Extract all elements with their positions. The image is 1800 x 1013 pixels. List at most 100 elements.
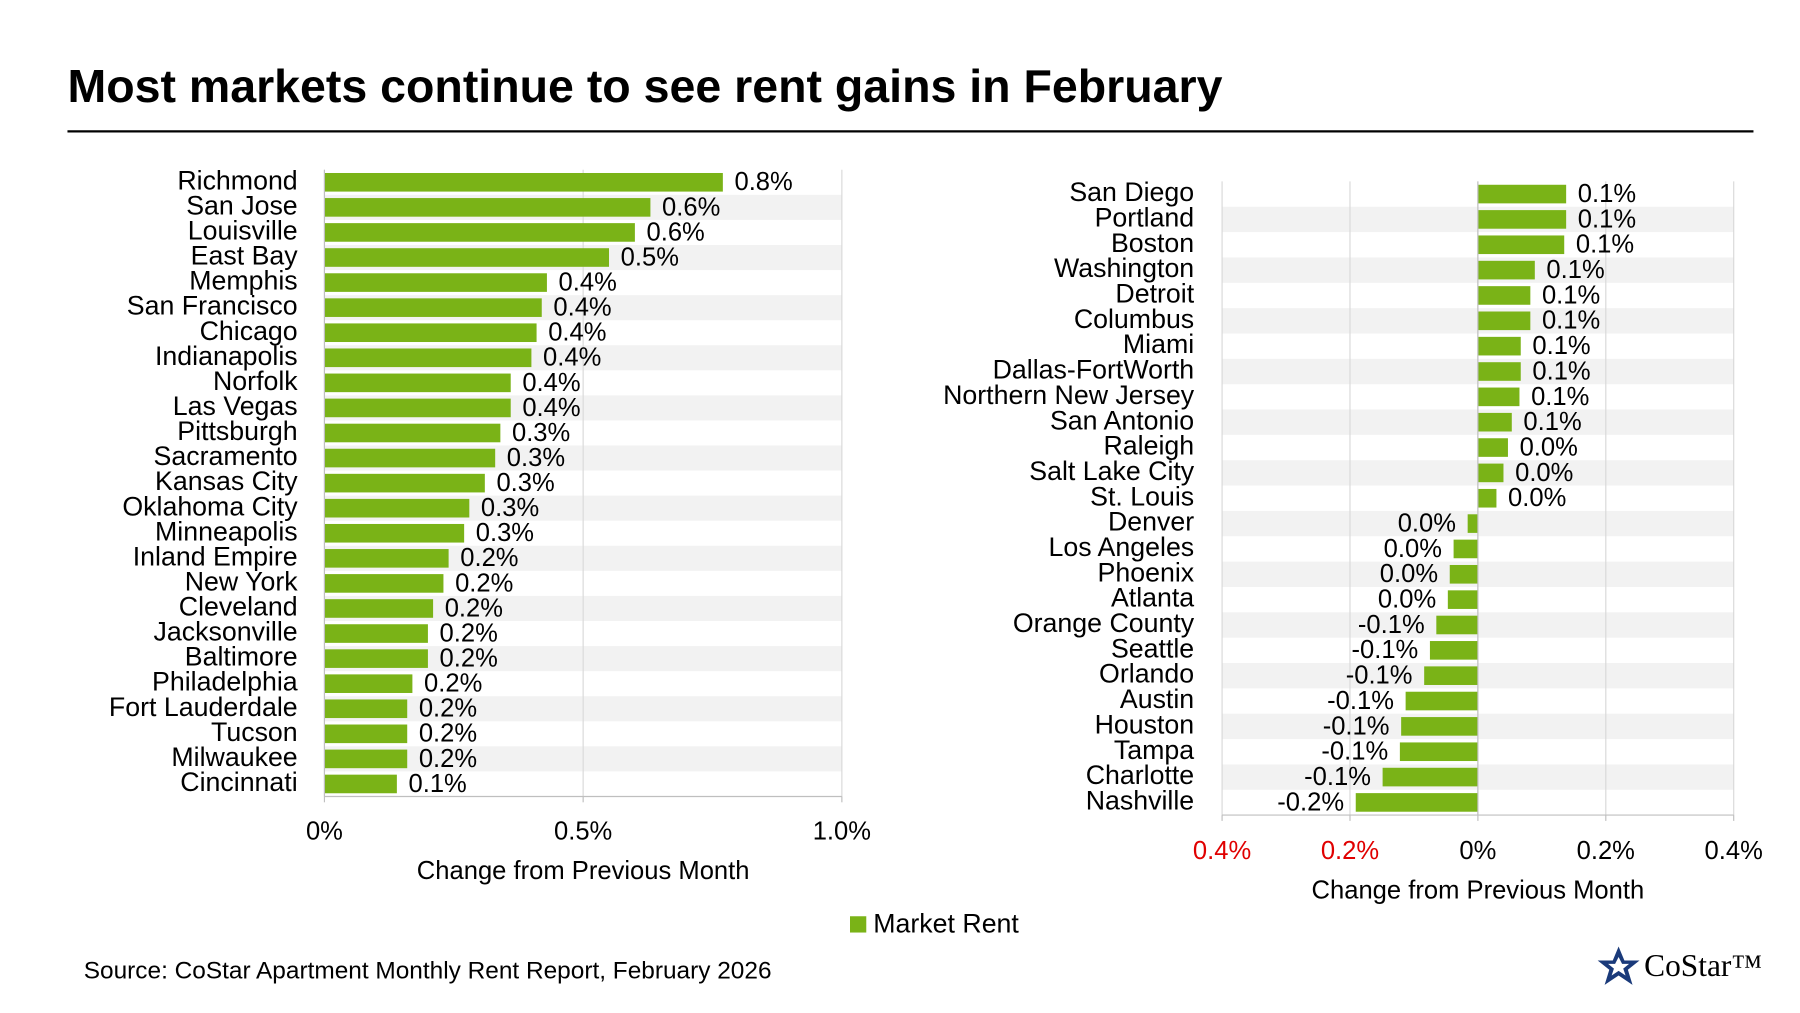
- category-label: Northern New Jersey: [943, 380, 1195, 410]
- value-label: 0.0%: [1378, 586, 1436, 614]
- bar: [1401, 717, 1478, 736]
- value-label: 0.3%: [481, 494, 539, 522]
- category-label: Sacramento: [154, 441, 298, 471]
- bar: [1382, 767, 1478, 787]
- category-label: Philadelphia: [152, 667, 298, 697]
- value-label: 0.2%: [419, 745, 477, 773]
- bar: [1477, 311, 1531, 331]
- bar: [1477, 210, 1567, 229]
- category-label: San Diego: [1069, 177, 1194, 207]
- value-label: 0.2%: [455, 569, 513, 597]
- bar: [1449, 564, 1478, 584]
- value-label: -0.2%: [1277, 788, 1344, 816]
- bar: [1467, 514, 1478, 533]
- value-label: 0.2%: [419, 695, 477, 723]
- value-label: 0.3%: [512, 419, 570, 447]
- bar: [324, 523, 465, 543]
- category-label: Detroit: [1115, 279, 1194, 309]
- bar: [324, 599, 434, 618]
- value-label: 0.0%: [1398, 510, 1456, 538]
- category-label: Jacksonville: [154, 617, 298, 647]
- bar: [1477, 438, 1508, 457]
- bar: [324, 373, 511, 393]
- bar: [1477, 387, 1520, 407]
- category-label: Boston: [1111, 228, 1194, 258]
- category-label: Indianapolis: [155, 341, 298, 371]
- bar: [324, 398, 511, 418]
- category-label: Portland: [1095, 202, 1195, 232]
- value-label: 0.0%: [1384, 535, 1442, 563]
- category-label: Atlanta: [1111, 583, 1194, 613]
- category-label: San Francisco: [127, 291, 298, 321]
- category-label: Raleigh: [1104, 431, 1195, 461]
- value-label: -0.1%: [1327, 687, 1394, 715]
- value-label: -0.1%: [1358, 611, 1425, 639]
- value-label: 0.1%: [1542, 281, 1600, 309]
- category-label: Cleveland: [179, 592, 298, 622]
- bar: [324, 223, 635, 242]
- x-tick-label: 0%: [1459, 837, 1496, 865]
- value-label: 0.3%: [476, 519, 534, 547]
- category-label: Cincinnati: [180, 767, 297, 797]
- bar: [324, 774, 397, 794]
- category-label: Milwaukee: [171, 742, 297, 772]
- value-label: 0.2%: [424, 670, 482, 698]
- value-label: 0.3%: [496, 469, 554, 497]
- bar: [1477, 336, 1521, 356]
- bar: [324, 473, 485, 493]
- bar: [324, 273, 547, 292]
- value-label: 0.6%: [647, 218, 705, 246]
- bar: [1429, 641, 1478, 660]
- bar: [324, 298, 542, 317]
- bar: [324, 724, 408, 744]
- value-label: 0.2%: [440, 619, 498, 647]
- category-label: Miami: [1123, 329, 1194, 359]
- bar: [1477, 488, 1497, 508]
- category-label: Austin: [1120, 684, 1194, 714]
- value-label: 0.1%: [408, 770, 466, 798]
- bar: [324, 498, 470, 518]
- value-label: 0.8%: [734, 168, 792, 196]
- bar: [324, 448, 496, 468]
- bar: [324, 574, 444, 593]
- value-label: -0.1%: [1346, 662, 1413, 690]
- value-label: 0.1%: [1546, 256, 1604, 284]
- category-label: Seattle: [1111, 633, 1194, 663]
- x-tick-label: 0.5%: [554, 817, 612, 845]
- x-tick-label: 0.4%: [1705, 837, 1763, 865]
- bar: [1477, 286, 1531, 305]
- value-label: 0.0%: [1515, 459, 1573, 487]
- x-tick-label: 0.2%: [1577, 837, 1635, 865]
- bar: [1453, 539, 1478, 559]
- bar: [324, 172, 723, 192]
- bar: [1405, 691, 1478, 711]
- category-label: Tucson: [211, 717, 298, 747]
- x-tick-label: 0.2%: [1321, 837, 1379, 865]
- category-label: Los Angeles: [1049, 532, 1195, 562]
- value-label: 0.2%: [445, 594, 503, 622]
- bar: [1477, 235, 1565, 255]
- category-label: Baltimore: [185, 642, 298, 672]
- value-label: 0.1%: [1532, 332, 1590, 360]
- legend-swatch: [850, 916, 867, 933]
- value-label: -0.1%: [1351, 636, 1418, 664]
- category-label: Minneapolis: [155, 516, 298, 546]
- category-label: Pittsburgh: [177, 416, 297, 446]
- value-label: 0.4%: [543, 344, 601, 372]
- bar: [324, 248, 610, 267]
- category-label: East Bay: [191, 241, 299, 271]
- x-tick-label: 0.4%: [1193, 837, 1251, 865]
- x-axis-title: Change from Previous Month: [417, 857, 750, 885]
- x-tick-label: 1.0%: [813, 817, 871, 845]
- category-label: Norfolk: [213, 366, 298, 396]
- category-label: Phoenix: [1098, 557, 1195, 587]
- category-label: Fort Lauderdale: [109, 692, 298, 722]
- logo-mark: [1597, 946, 1640, 985]
- source-note: Source: CoStar Apartment Monthly Rent Re…: [84, 958, 772, 985]
- value-label: 0.3%: [507, 444, 565, 472]
- value-label: 0.4%: [559, 268, 617, 296]
- bar: [324, 423, 501, 443]
- bar: [1447, 590, 1478, 609]
